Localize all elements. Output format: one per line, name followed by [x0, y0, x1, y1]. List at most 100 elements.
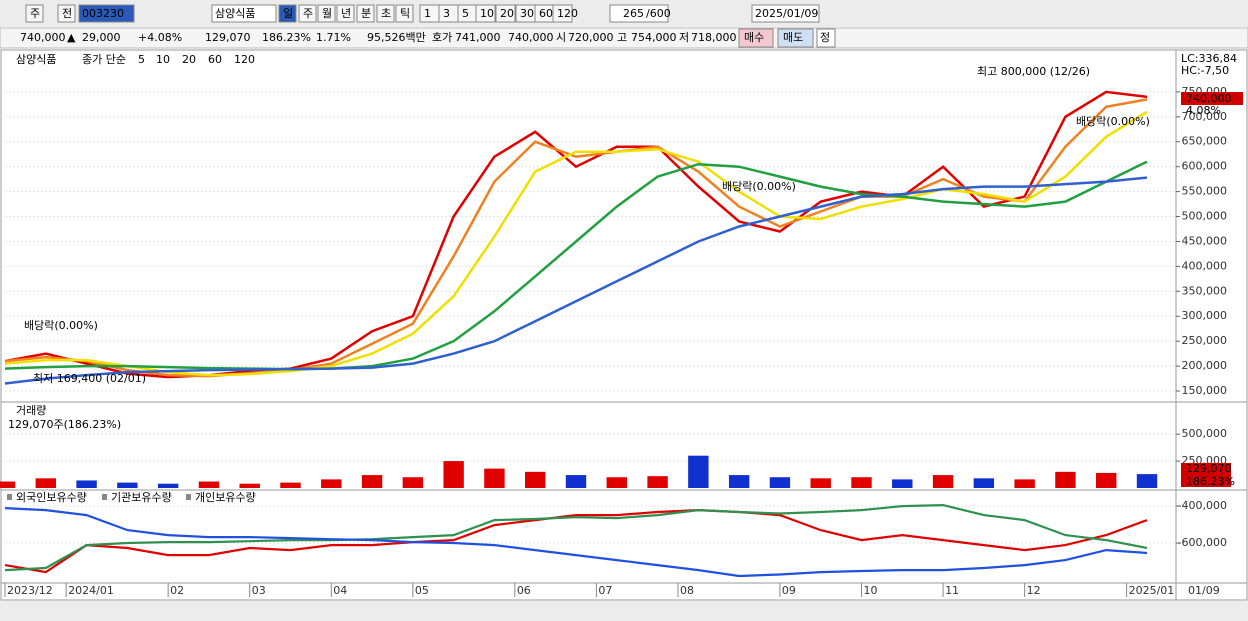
series-line: [4, 160, 1148, 371]
quote-high-label: 고: [617, 31, 627, 44]
last-volume: 129,070: [1186, 462, 1232, 475]
stock-name: 삼양식품: [16, 53, 56, 66]
x-tick-label: 08: [680, 584, 694, 597]
x-tick-label: 2025/01: [1129, 584, 1175, 597]
volume-bar: [361, 475, 383, 488]
x-tick-label: 05: [415, 584, 429, 597]
toolbar-item: 1: [424, 7, 431, 20]
button[interactable]: [336, 4, 355, 23]
toolbar-item: 년: [341, 7, 351, 20]
y-tick-label: 300,000: [1182, 309, 1228, 322]
button[interactable]: [738, 28, 774, 48]
y-tick-label: 450,000: [1182, 234, 1228, 247]
button[interactable]: [298, 4, 317, 23]
y-tick-label: 550,000: [1182, 185, 1228, 198]
y-tick-label: 700,000: [1182, 110, 1228, 123]
correct-button: 정: [820, 31, 830, 44]
last-value-box: [1181, 463, 1231, 487]
button[interactable]: [376, 4, 395, 23]
toolbar-item: 초: [381, 7, 391, 20]
button[interactable]: [278, 4, 297, 23]
last-price: 740,000: [1186, 92, 1232, 105]
toolbar-item: 월: [322, 7, 332, 20]
last-rate: 4.08%: [1186, 104, 1221, 117]
volume-bar: [892, 479, 913, 488]
y-tick-label: -600,000: [1178, 536, 1227, 549]
quote-turnover: 1.71%: [316, 31, 351, 44]
button[interactable]: [78, 4, 135, 23]
last-price-box: [1181, 92, 1243, 105]
y-tick-label: 200,000: [1182, 359, 1228, 372]
button[interactable]: [317, 4, 336, 23]
sell-button: 매도: [783, 31, 803, 44]
quote-bg: [0, 27, 1248, 49]
button[interactable]: [609, 4, 669, 23]
y-tick-label: 250,000: [1182, 334, 1228, 347]
button[interactable]: [395, 4, 414, 23]
y-tick-label: 350,000: [1182, 284, 1228, 297]
volume-bar: [1014, 479, 1035, 488]
quote-open-label: 시: [556, 31, 566, 44]
y-tick-label: 150,000: [1182, 384, 1228, 397]
volume-bar: [1055, 471, 1076, 488]
panel-title: 거래량: [16, 404, 46, 417]
quote-volume: 129,070: [205, 31, 251, 44]
x-tick-label: 09: [782, 584, 796, 597]
volume-bar: [280, 482, 301, 488]
legend-item: 5: [138, 53, 145, 66]
button[interactable]: [751, 4, 820, 23]
x-tick-label: 2023/12: [7, 584, 53, 597]
volume-bar: [1096, 472, 1117, 488]
volume-bar: [769, 477, 791, 488]
volume-bar: [688, 455, 709, 488]
toolbar-count: 265: [623, 7, 644, 20]
quote-ask: 741,000: [455, 31, 501, 44]
toolbar-item: 30: [520, 7, 534, 20]
button[interactable]: [816, 28, 836, 48]
toolbar-item: 10: [480, 7, 494, 20]
legend-item: 기관보유수량: [111, 491, 172, 504]
volume-bar: [810, 478, 831, 488]
button[interactable]: [211, 4, 277, 23]
volume-bar: [484, 468, 505, 488]
x-tick-label: 03: [252, 584, 266, 597]
button[interactable]: [25, 4, 44, 23]
button[interactable]: [475, 4, 496, 23]
volume-bar: [606, 477, 627, 488]
volume-bar: [321, 479, 342, 488]
button[interactable]: [356, 4, 375, 23]
quote-amount: 95,526백만: [367, 31, 426, 44]
toolbar-item: 주: [303, 7, 313, 20]
quote-rate: +4.08%: [138, 31, 182, 44]
high-annotation: 최고 800,000 (12/26): [977, 65, 1090, 78]
button[interactable]: [552, 4, 573, 23]
toolbar-item: 20: [500, 7, 514, 20]
series-line: [4, 503, 1148, 572]
button[interactable]: [777, 28, 814, 48]
lc-label: LC:336,84: [1181, 52, 1237, 65]
series-line: [4, 176, 1148, 385]
y-tick-label: 650,000: [1182, 135, 1228, 148]
dividend-annotation: 배당락(0.00%): [722, 180, 796, 193]
volume-bar: [647, 476, 668, 488]
toolbar-item: 삼양식품: [215, 7, 255, 20]
button[interactable]: [57, 4, 76, 23]
quote-ask-label: 호가: [432, 31, 452, 44]
hc-label: HC:-7,50: [1181, 64, 1229, 77]
series-line: [4, 110, 1148, 377]
quote-price: 740,000: [20, 31, 66, 44]
legend-label: 종가 단순: [82, 53, 126, 66]
scrollbar[interactable]: [0, 601, 1248, 621]
toolbar-item: 분: [361, 7, 371, 20]
volume-bar: [35, 478, 56, 488]
toolbar-item: 5: [462, 7, 469, 20]
volume-bar: [728, 475, 750, 488]
volume-bar: [76, 480, 97, 488]
last-volume-rate: 186.23%: [1186, 475, 1235, 488]
legend-item: 60: [208, 53, 222, 66]
toolbar-item: 003230: [82, 7, 124, 20]
button[interactable]: [495, 4, 516, 23]
volume-bar: [239, 483, 260, 488]
toolbar-item: 틱: [400, 7, 410, 20]
